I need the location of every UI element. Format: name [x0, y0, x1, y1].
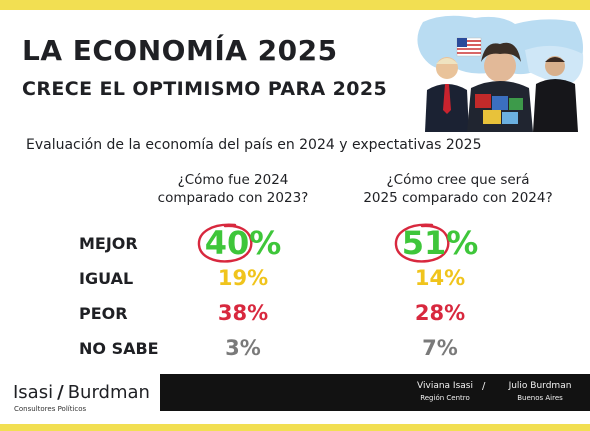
contact-name: Viviana Isasi — [417, 381, 473, 391]
brand-name-left: Isasi — [13, 382, 54, 403]
data-label-mejor-2024: 40% — [204, 224, 282, 262]
contact-viviana-isasi: Viviana Isasi Región Centro — [410, 381, 480, 402]
footer: Isasi / Burdman Consultores Políticos Vivi… — [0, 374, 590, 424]
data-label-no-sabe-2024: 3% — [225, 335, 261, 360]
column-header-2024: ¿Cómo fue 2024 comparado con 2023? — [118, 171, 348, 207]
page-title: LA ECONOMÍA 2025 — [22, 34, 338, 67]
column-header-line: ¿Cómo cree que será — [386, 172, 530, 188]
top-yellow-band — [0, 0, 590, 10]
column-header-2025: ¿Cómo cree que será 2025 comparado con 2… — [343, 171, 573, 207]
row-label-igual: IGUAL — [79, 269, 134, 288]
row-label-mejor: MEJOR — [79, 234, 138, 253]
brand-tagline: Consultores Políticos — [14, 405, 87, 413]
chart-title: Evaluación de la economía del país en 20… — [26, 137, 482, 153]
footer-contact-bar: Viviana Isasi Región Centro / Julio Burd… — [160, 374, 590, 411]
brand-logo: Isasi / Burdman — [13, 382, 150, 403]
column-header-line: comparado con 2023? — [157, 190, 309, 206]
row-label-peor: PEOR — [79, 304, 128, 323]
data-label-mejor-2025: 51% — [401, 224, 479, 262]
contact-region: Región Centro — [420, 394, 470, 402]
contact-region: Buenos Aires — [517, 394, 563, 402]
row-label-no-sabe: NO SABE — [79, 339, 159, 358]
political-leaders-collage-icon — [405, 10, 590, 132]
data-label-peor-2025: 28% — [414, 300, 466, 325]
data-label-peor-2024: 38% — [217, 300, 269, 325]
data-label-igual-2024: 19% — [217, 265, 269, 290]
data-label-igual-2025: 14% — [414, 265, 466, 290]
data-label-no-sabe-2025: 7% — [422, 335, 458, 360]
column-header-line: ¿Cómo fue 2024 — [177, 172, 289, 188]
column-header-line: 2025 comparado con 2024? — [363, 190, 553, 206]
contact-separator: / — [482, 381, 486, 392]
bottom-yellow-band — [0, 424, 590, 431]
highlight-circle — [197, 223, 253, 263]
brand-slash: / — [57, 382, 64, 403]
contact-name: Julio Burdman — [508, 381, 572, 391]
highlight-circle — [394, 223, 450, 263]
contact-julio-burdman: Julio Burdman Buenos Aires — [500, 381, 580, 402]
brand-name-right: Burdman — [67, 382, 150, 403]
page-subtitle: CRECE EL OPTIMISMO PARA 2025 — [22, 78, 388, 100]
